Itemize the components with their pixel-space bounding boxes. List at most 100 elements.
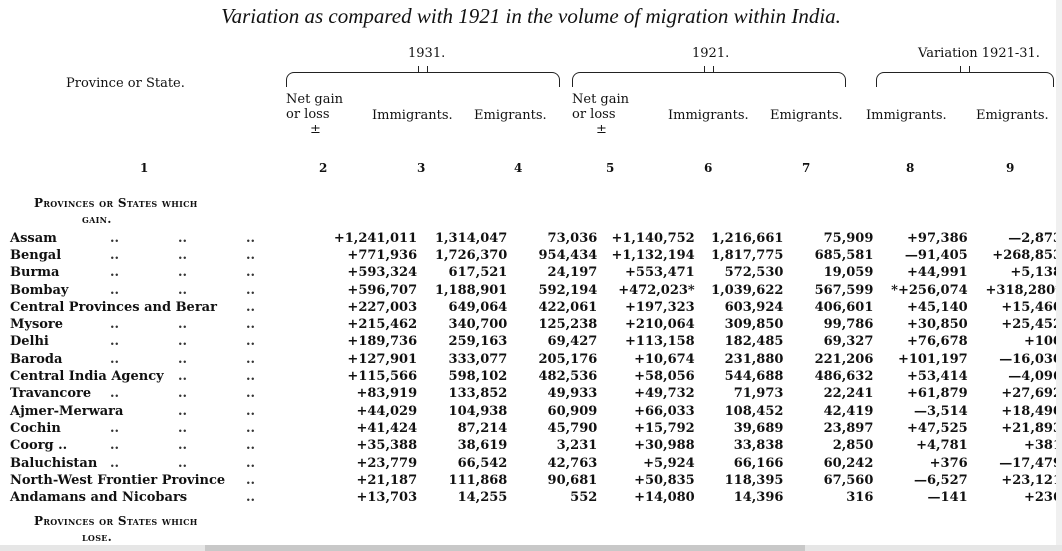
group-1921: 1921. [692,46,730,61]
leader-dots: .. [246,351,256,367]
value-cell-col2: +21,187 [356,472,418,488]
value-cell-col4: 954,434 [538,247,598,263]
value-cell-col8: —3,514 [913,403,968,419]
value-cell-col6: 1,216,661 [711,230,784,246]
value-cell-col8: +44,991 [907,265,968,281]
province-cell: Cochin...... [10,420,327,437]
column-header-2: Net gain or loss ± [286,92,343,137]
value-cell-col8: +53,414 [907,369,968,385]
leader-dots: .. [178,403,188,419]
column-number: 2 [319,161,328,175]
value-cell-col4: 125,238 [538,317,598,333]
scrollbar-thumb[interactable] [205,545,805,551]
value-cell-col5: +14,080 [634,490,695,506]
value-cell-col2: +23,779 [356,455,418,471]
value-cell-col2: +127,901 [347,351,418,367]
province-name: Coorg .. [10,438,68,454]
value-cell-col5: +66,033 [634,403,695,419]
value-cell-col4: 24,197 [547,265,598,281]
table-row: Burma...... +593,324 617,521 24,197 +553,471… [10,265,1062,282]
value-cell-col7: 567,599 [814,282,874,298]
province-cell: Assam...... [10,230,327,247]
value-cell-col2: +227,003 [347,299,418,315]
table-row: Bengal...... +771,936 1,726,370 954,434 +1,1… [10,247,1062,264]
column-header-text: or loss [286,107,330,122]
value-cell-col4: 552 [570,490,598,506]
province-name: Ajmer-Merwara [10,403,124,419]
column-header-4: Emigrants. [474,108,547,123]
leader-dots: .. [178,369,188,385]
value-cell-col6: 33,838 [733,438,784,454]
column-header-7: Emigrants. [770,108,843,123]
value-cell-col5: +15,792 [634,420,695,436]
value-cell-col2: +1,241,011 [333,230,418,246]
province-cell: Baroda...... [10,351,327,368]
table-row: Baluchistan...... +23,779 66,542 42,763 +5,9… [10,455,1062,472]
value-cell-col5: +30,988 [634,438,695,454]
stub-header: Province or State. [66,76,185,91]
column-number: 8 [906,161,915,175]
table-row: Travancore...... +83,919 133,852 49,933 +49,… [10,386,1062,403]
leader-dots: .. [178,455,188,471]
value-cell-col7: 685,581 [814,247,874,263]
province-cell: Bombay...... [10,282,327,299]
column-header-text: Immigrants. [372,108,453,123]
table-title: Variation as compared with 1921 in the v… [221,4,841,28]
value-cell-col6: 66,166 [733,455,784,471]
column-number: 3 [417,161,426,175]
value-cell-col4: 60,909 [547,403,598,419]
value-cell-col6: 309,850 [724,317,784,333]
column-header-text: Emigrants. [976,108,1049,123]
section-gain-heading: Provinces or States which gain. [34,195,198,227]
leader-dots: .. [246,369,256,385]
value-cell-col4: 592,194 [538,282,598,298]
value-cell-col5: +210,064 [625,317,695,333]
leader-dots: .. [110,282,120,298]
province-name: Central India Agency [10,369,164,385]
value-cell-col4: 3,231 [556,438,598,454]
value-cell-col5: +113,158 [625,334,695,350]
value-cell-col3: 340,700 [448,317,508,333]
leader-dots: .. [246,490,256,506]
leader-dots: .. [110,351,120,367]
value-cell-col6: 1,039,622 [711,282,784,298]
province-name: Bengal [10,247,62,263]
value-cell-col3: 38,619 [457,438,508,454]
value-cell-col2: +13,703 [356,490,418,506]
value-cell-col2: +189,736 [347,334,418,350]
leader-dots: .. [110,317,120,333]
leader-dots: .. [246,230,256,246]
value-cell-col8: +45,140 [907,299,968,315]
column-header-3: Immigrants. [372,108,453,123]
column-number: 9 [1006,161,1015,175]
leader-dots: .. [178,351,188,367]
value-cell-col6: 71,973 [733,386,784,402]
value-cell-col8: +4,781 [916,438,968,454]
province-cell: Mysore...... [10,316,327,333]
value-cell-col5: +58,056 [634,369,695,385]
value-cell-col5: +197,323 [625,299,695,315]
brace-1931 [286,72,560,87]
value-cell-col2: +593,324 [347,265,418,281]
column-header-8: Immigrants. [866,108,947,123]
table-row: Baroda...... +127,901 333,077 205,176 +10,67… [10,351,1062,368]
value-cell-col6: 603,924 [724,299,784,315]
vertical-scrollbar[interactable] [1056,0,1062,545]
leader-dots: .. [178,334,188,350]
leader-dots: .. [246,247,256,263]
value-cell-col3: 649,064 [448,299,508,315]
value-cell-col8: +76,678 [907,334,968,350]
migration-table: Assam...... +1,241,011 1,314,047 73,036 +1,1… [10,230,1062,507]
leader-dots: .. [246,317,256,333]
value-cell-col6: 118,395 [724,472,784,488]
column-number: 7 [802,161,811,175]
column-header-9: Emigrants. [976,108,1049,123]
column-number: 4 [514,161,523,175]
value-cell-col4: 45,790 [547,420,598,436]
province-name: Baroda [10,351,63,367]
value-cell-col9: +268,853 [992,247,1062,263]
value-cell-col5: +1,132,194 [611,247,695,263]
province-cell: Bengal...... [10,247,327,264]
leader-dots: .. [246,455,256,471]
value-cell-col6: 14,396 [733,490,784,506]
